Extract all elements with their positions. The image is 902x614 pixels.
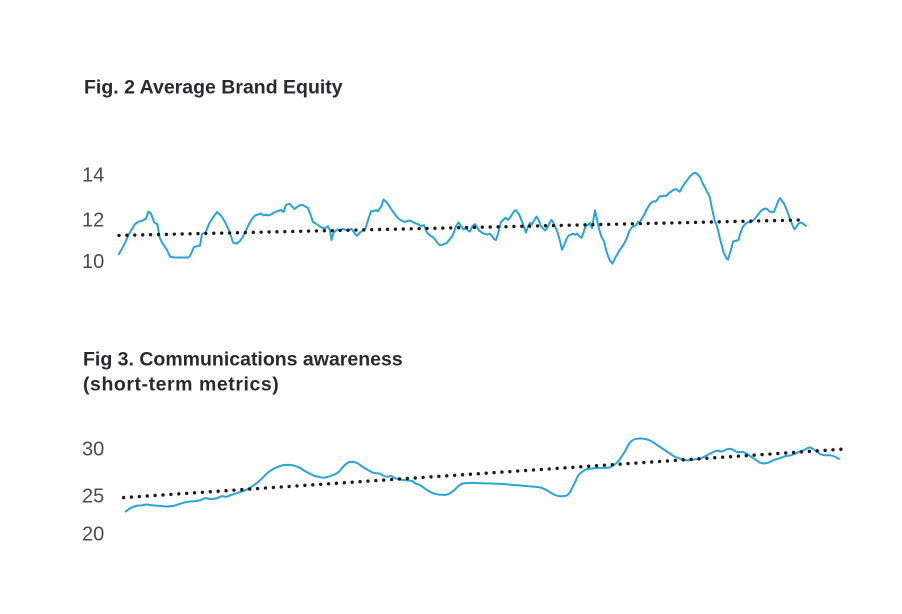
svg-text:12: 12 — [82, 210, 104, 232]
svg-text:10: 10 — [82, 251, 104, 273]
svg-text:20: 20 — [82, 524, 104, 546]
svg-text:Fig 3. Communications awarenes: Fig 3. Communications awareness — [83, 349, 403, 371]
svg-text:30: 30 — [82, 438, 104, 460]
svg-text:25: 25 — [82, 485, 104, 507]
svg-text:14: 14 — [82, 164, 104, 186]
svg-text:Fig. 2 Average Brand Equity: Fig. 2 Average Brand Equity — [84, 77, 343, 99]
svg-text:(short-term metrics): (short-term metrics) — [83, 374, 279, 396]
